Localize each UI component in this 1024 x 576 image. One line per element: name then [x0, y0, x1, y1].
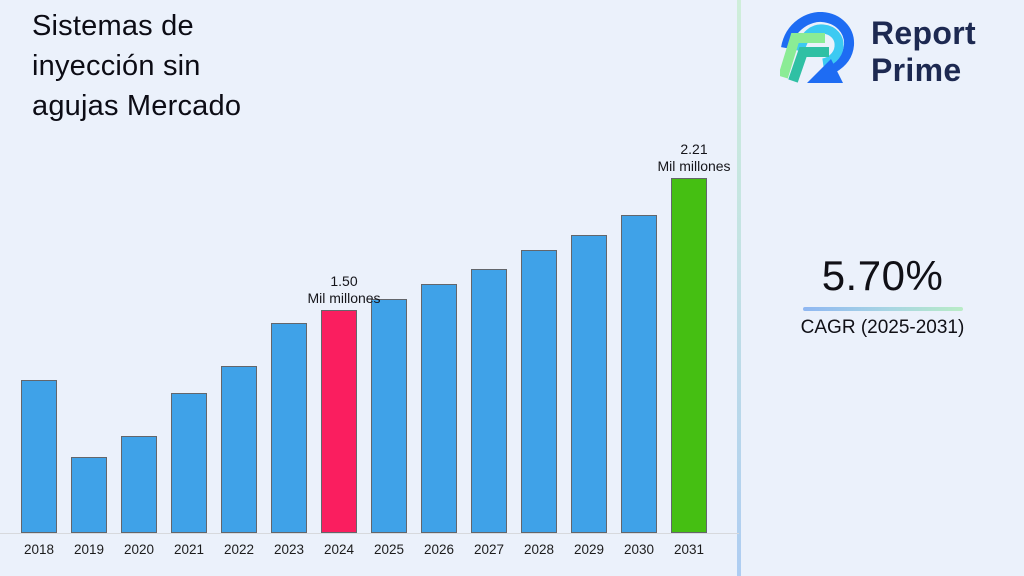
x-tick-2020: 2020 [123, 542, 155, 557]
x-tick-2031: 2031 [673, 542, 705, 557]
bar-2021 [171, 393, 207, 533]
bar-2030 [621, 215, 657, 533]
bar-2026 [421, 284, 457, 533]
panel-divider [737, 0, 741, 576]
x-axis-line [0, 533, 739, 534]
x-tick-2028: 2028 [523, 542, 555, 557]
x-tick-2030: 2030 [623, 542, 655, 557]
cagr-panel: 5.70% CAGR (2025-2031) [741, 252, 1024, 339]
x-tick-2027: 2027 [473, 542, 505, 557]
x-tick-2023: 2023 [273, 542, 305, 557]
x-tick-2025: 2025 [373, 542, 405, 557]
x-tick-2029: 2029 [573, 542, 605, 557]
bar-2023 [271, 323, 307, 533]
logo-word-report: Report [871, 15, 976, 51]
cagr-underline [802, 307, 963, 311]
bar-2022 [221, 366, 257, 533]
bar-2024 [321, 310, 357, 533]
x-tick-2018: 2018 [23, 542, 55, 557]
bar-2028 [521, 250, 557, 533]
cagr-label: CAGR (2025-2031) [800, 317, 965, 338]
bar-2020 [121, 436, 157, 533]
page-title: Sistemas de inyección sin agujas Mercado [32, 10, 242, 122]
x-tick-2024: 2024 [323, 542, 355, 557]
logo-word-prime: Prime [871, 52, 962, 88]
bar-2019 [71, 457, 107, 533]
bar-2018 [21, 380, 57, 533]
bar-label-2031: 2.21 Mil millones [657, 141, 731, 174]
market-bar-chart: 2018 2019 2020 2021 2022 2023 2024 2025 2026 2027… [0, 141, 739, 557]
bar-2025 [371, 299, 407, 533]
x-tick-2019: 2019 [73, 542, 105, 557]
x-tick-2022: 2022 [223, 542, 255, 557]
bar-label-2024: 1.50 Mil millones [307, 273, 381, 306]
logo-wordmark: Report Prime [871, 15, 976, 89]
x-tick-2026: 2026 [423, 542, 455, 557]
bar-2031 [671, 178, 707, 533]
cagr-value: 5.70% [821, 252, 944, 299]
bar-2029 [571, 235, 607, 533]
x-tick-2021: 2021 [173, 542, 205, 557]
report-prime-logo: Report Prime [780, 12, 976, 92]
bar-2027 [471, 269, 507, 533]
report-prime-logo-icon [780, 12, 854, 83]
